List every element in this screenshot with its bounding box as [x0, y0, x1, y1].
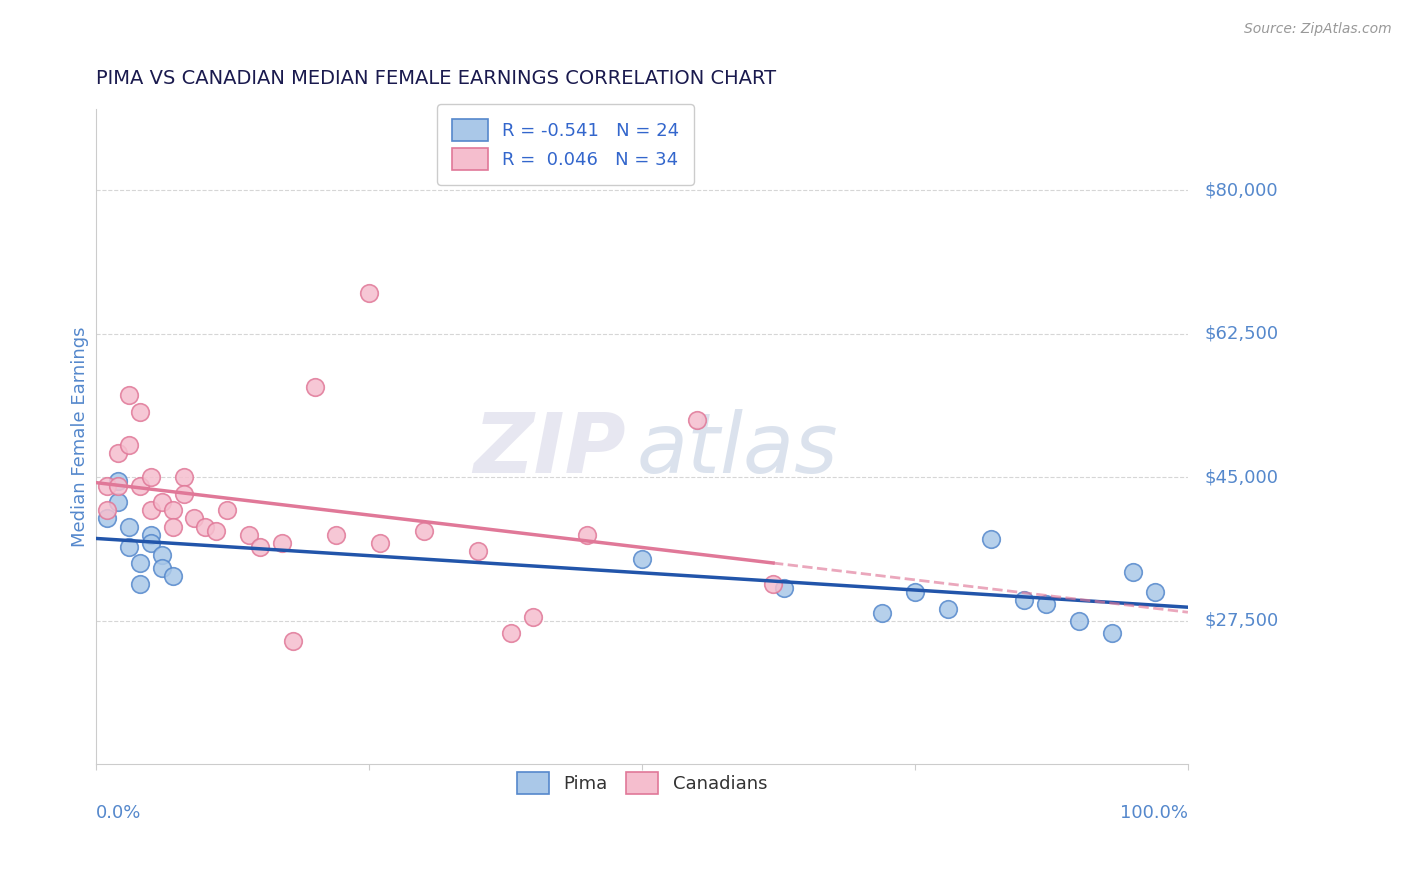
Text: $80,000: $80,000 — [1205, 181, 1278, 200]
Point — [325, 528, 347, 542]
Y-axis label: Median Female Earnings: Median Female Earnings — [72, 326, 89, 547]
Point — [139, 536, 162, 550]
Point — [162, 568, 184, 582]
Text: ZIP: ZIP — [472, 409, 626, 490]
Point — [205, 524, 228, 538]
Point — [773, 581, 796, 595]
Point — [139, 528, 162, 542]
Point — [183, 511, 205, 525]
Point — [412, 524, 434, 538]
Point — [118, 540, 141, 554]
Point — [359, 285, 381, 300]
Point — [467, 544, 489, 558]
Point — [368, 536, 391, 550]
Point — [150, 548, 173, 562]
Point — [936, 601, 959, 615]
Point — [118, 388, 141, 402]
Point — [576, 528, 599, 542]
Point — [522, 609, 544, 624]
Point — [1144, 585, 1167, 599]
Point — [281, 634, 304, 648]
Point — [173, 487, 195, 501]
Point — [107, 495, 129, 509]
Text: 100.0%: 100.0% — [1121, 804, 1188, 822]
Point — [128, 478, 150, 492]
Point — [107, 475, 129, 489]
Point — [118, 437, 141, 451]
Text: $45,000: $45,000 — [1205, 468, 1278, 486]
Legend: Pima, Canadians: Pima, Canadians — [509, 764, 775, 801]
Point — [870, 606, 893, 620]
Point — [162, 503, 184, 517]
Point — [128, 405, 150, 419]
Point — [499, 626, 522, 640]
Text: Source: ZipAtlas.com: Source: ZipAtlas.com — [1244, 22, 1392, 37]
Point — [762, 577, 785, 591]
Point — [173, 470, 195, 484]
Point — [1067, 614, 1090, 628]
Point — [128, 577, 150, 591]
Point — [128, 557, 150, 571]
Point — [118, 519, 141, 533]
Point — [107, 446, 129, 460]
Text: $27,500: $27,500 — [1205, 612, 1278, 630]
Point — [96, 511, 118, 525]
Point — [107, 478, 129, 492]
Point — [1012, 593, 1035, 607]
Text: PIMA VS CANADIAN MEDIAN FEMALE EARNINGS CORRELATION CHART: PIMA VS CANADIAN MEDIAN FEMALE EARNINGS … — [96, 69, 776, 87]
Point — [139, 470, 162, 484]
Point — [96, 478, 118, 492]
Point — [150, 560, 173, 574]
Point — [270, 536, 292, 550]
Point — [631, 552, 654, 566]
Point — [1101, 626, 1123, 640]
Point — [96, 503, 118, 517]
Text: 0.0%: 0.0% — [96, 804, 142, 822]
Point — [304, 380, 326, 394]
Point — [238, 528, 260, 542]
Text: $62,500: $62,500 — [1205, 325, 1278, 343]
Point — [980, 532, 1002, 546]
Point — [150, 495, 173, 509]
Point — [139, 503, 162, 517]
Point — [1035, 598, 1057, 612]
Point — [685, 413, 707, 427]
Text: atlas: atlas — [637, 409, 838, 490]
Point — [1122, 565, 1144, 579]
Point — [904, 585, 927, 599]
Point — [194, 519, 217, 533]
Point — [249, 540, 271, 554]
Point — [162, 519, 184, 533]
Point — [217, 503, 239, 517]
